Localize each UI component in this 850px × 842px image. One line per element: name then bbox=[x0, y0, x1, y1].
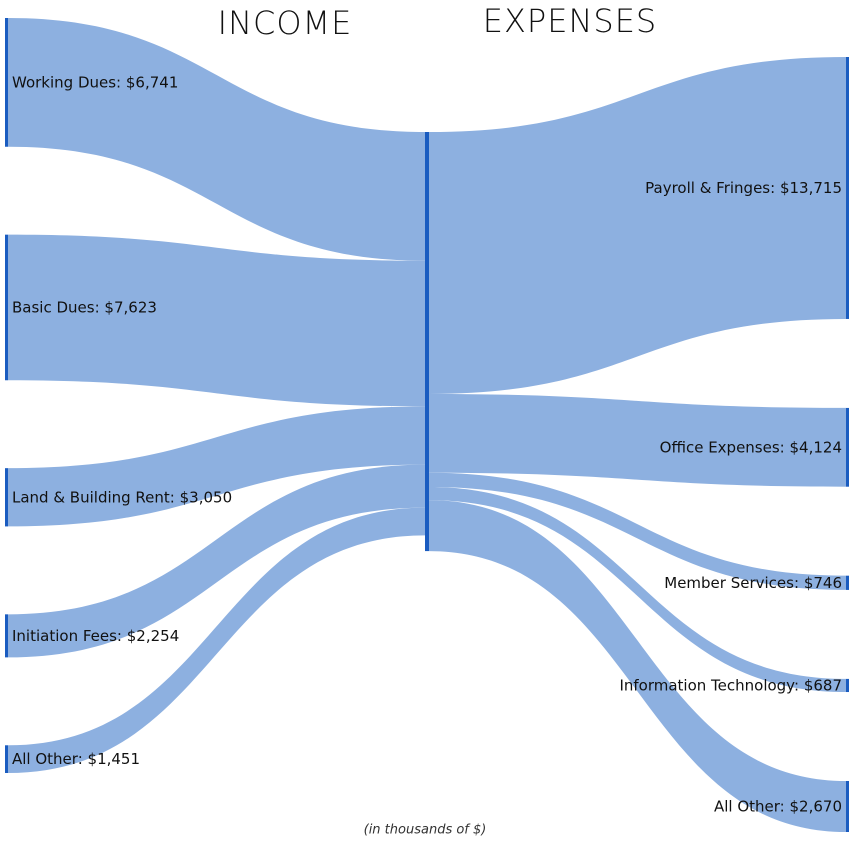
flow bbox=[8, 234, 425, 407]
node bbox=[5, 18, 8, 147]
node-value: $1,451 bbox=[88, 750, 141, 768]
node-label: Information Technology: $687 bbox=[619, 676, 842, 694]
node-value: $2,254 bbox=[127, 626, 180, 644]
node-value: $2,670 bbox=[790, 797, 843, 815]
flow bbox=[429, 500, 846, 832]
node-name: All Other: bbox=[714, 797, 785, 815]
node-value: $6,741 bbox=[126, 73, 179, 91]
node bbox=[846, 407, 849, 487]
node-label: Basic Dues: $7,623 bbox=[12, 298, 157, 316]
nodes bbox=[5, 18, 849, 832]
node-value: $687 bbox=[804, 676, 842, 694]
node-label: Working Dues: $6,741 bbox=[12, 73, 178, 91]
left-title: INCOME bbox=[218, 4, 353, 42]
node bbox=[846, 575, 849, 590]
node bbox=[5, 614, 8, 658]
middle-node bbox=[425, 132, 429, 552]
flow bbox=[429, 472, 846, 590]
flow bbox=[429, 57, 846, 394]
unit-note: (in thousands of $) bbox=[364, 823, 487, 838]
node-label: Member Services: $746 bbox=[664, 573, 842, 591]
node-value: $7,623 bbox=[104, 298, 157, 316]
node-label: All Other: $1,451 bbox=[12, 750, 140, 768]
node bbox=[846, 57, 849, 319]
node-name: Basic Dues: bbox=[12, 298, 100, 316]
flow bbox=[429, 393, 846, 487]
node bbox=[5, 468, 8, 527]
node-label: Land & Building Rent: $3,050 bbox=[12, 488, 232, 506]
node-name: Payroll & Fringes: bbox=[645, 178, 775, 196]
flow bbox=[8, 464, 425, 658]
node-label: Initiation Fees: $2,254 bbox=[12, 626, 179, 644]
node-name: Land & Building Rent: bbox=[12, 488, 175, 506]
node-value: $4,124 bbox=[790, 438, 843, 456]
node bbox=[5, 745, 8, 773]
right-title: EXPENSES bbox=[483, 2, 657, 40]
flow bbox=[8, 18, 425, 261]
node bbox=[5, 234, 8, 381]
labels: Working Dues: $6,741 Basic Dues: $7,623 La… bbox=[12, 73, 842, 815]
node-value: $3,050 bbox=[180, 488, 233, 506]
node-label: Office Expenses: $4,124 bbox=[660, 438, 842, 456]
node-value: $746 bbox=[804, 573, 842, 591]
node-name: Information Technology: bbox=[619, 676, 799, 694]
node bbox=[846, 781, 849, 832]
node-label: All Other: $2,670 bbox=[714, 797, 842, 815]
node-name: Working Dues: bbox=[12, 73, 121, 91]
node-name: All Other: bbox=[12, 750, 83, 768]
flow bbox=[429, 486, 846, 693]
flow bbox=[8, 406, 425, 527]
node-value: $13,715 bbox=[780, 178, 842, 196]
node-label: Payroll & Fringes: $13,715 bbox=[645, 178, 842, 196]
node-name: Member Services: bbox=[664, 573, 799, 591]
node-name: Initiation Fees: bbox=[12, 626, 122, 644]
node-name: Office Expenses: bbox=[660, 438, 785, 456]
flows bbox=[8, 18, 846, 832]
flow bbox=[8, 507, 425, 773]
node bbox=[846, 678, 849, 693]
